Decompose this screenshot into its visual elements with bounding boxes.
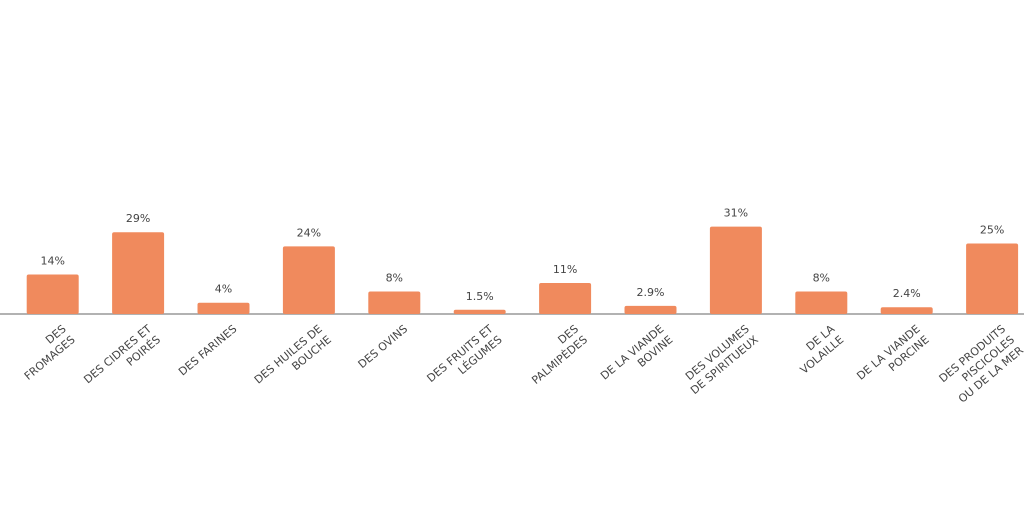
x-tick-label: DE LA VIANDEPORCINE [854, 322, 931, 393]
value-label: 4% [215, 283, 232, 296]
value-label: 24% [297, 226, 321, 239]
bar [709, 226, 762, 314]
x-tick-label: DES FARINES [176, 322, 239, 378]
value-label: 8% [813, 271, 830, 284]
bar [795, 291, 848, 314]
x-tick-label: DES FRUITS ETLÉGUMES [424, 322, 504, 396]
x-tick-label: DES PRODUITSPISCICOLESOU DE LA MER [937, 322, 1024, 407]
value-label: 29% [126, 212, 150, 225]
value-label: 1.5% [466, 290, 494, 303]
value-label: 11% [553, 263, 577, 276]
value-label: 25% [980, 224, 1004, 237]
value-label: 8% [386, 271, 403, 284]
bar [966, 243, 1019, 314]
x-tick-label-line: DES FARINES [176, 322, 239, 378]
value-label: 2.4% [893, 287, 921, 300]
x-tick-label-line: DES OVINS [356, 322, 411, 371]
x-tick-label: DESFROMAGES [13, 322, 78, 382]
value-label: 2.9% [637, 286, 665, 299]
x-tick-label: DE LAVOLAILLE [789, 322, 847, 377]
x-tick-label: DESPALMIPÈDES [520, 322, 590, 387]
bar [282, 246, 335, 314]
value-label: 31% [724, 207, 748, 220]
x-tick-label: DES VOLUMESDE SPIRITUEUX [679, 322, 761, 397]
x-tick-label: DES OVINS [356, 322, 411, 371]
bar [26, 274, 79, 314]
value-label: 14% [40, 255, 64, 268]
bar [112, 232, 165, 314]
bar [880, 307, 933, 314]
x-tick-label: DES CIDRES ETPOIRÉS [81, 322, 163, 397]
bar [197, 302, 250, 314]
x-tick-label: DE LA VIANDEBOVINE [598, 322, 675, 393]
bar [368, 291, 421, 314]
bar [539, 282, 592, 314]
bar [453, 309, 506, 314]
bar [624, 305, 677, 314]
x-tick-label: DES HUILES DEBOUCHE [252, 322, 334, 397]
